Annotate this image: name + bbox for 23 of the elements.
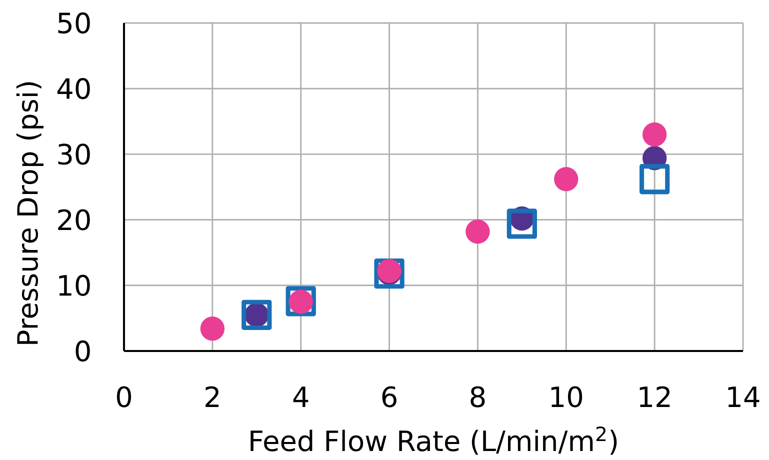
point	[642, 122, 667, 147]
x-tick-label: 14	[728, 386, 760, 407]
point	[466, 220, 490, 244]
x-tick-label: 0	[116, 386, 132, 408]
x-axis-title: Feed Flow Rate (L/min/m$^{2}$)	[250, 426, 617, 455]
x-tick-label: 12	[640, 386, 670, 407]
y-tick-label: 20	[58, 209, 90, 230]
point	[639, 164, 670, 194]
point	[554, 167, 578, 192]
x-tick-label: 4	[293, 386, 308, 407]
y-tick-label: 50	[58, 12, 90, 34]
x-tick-label: 8	[470, 386, 485, 408]
x-tick-label: 6	[382, 386, 396, 408]
y-tick-label: 40	[57, 78, 90, 100]
y-tick-label: 10	[59, 274, 90, 296]
y-axis-title: Pressure Drop (psi)	[16, 82, 44, 344]
point	[200, 316, 225, 341]
point	[374, 258, 404, 289]
point	[506, 208, 537, 239]
y-tick-label: 0	[76, 340, 90, 362]
x-tick-label: 2	[206, 386, 219, 407]
y-tick-label: 30	[58, 144, 90, 165]
x-tick-label: 10	[551, 386, 582, 408]
